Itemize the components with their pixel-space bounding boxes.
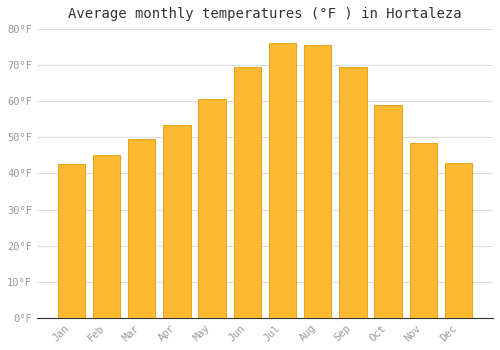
- Bar: [304, 45, 332, 318]
- Bar: [128, 139, 156, 318]
- Bar: [198, 99, 226, 318]
- Bar: [234, 67, 261, 318]
- Bar: [410, 143, 437, 318]
- Bar: [445, 163, 472, 318]
- Bar: [374, 105, 402, 318]
- Title: Average monthly temperatures (°F ) in Hortaleza: Average monthly temperatures (°F ) in Ho…: [68, 7, 462, 21]
- Bar: [269, 43, 296, 318]
- Bar: [58, 164, 85, 318]
- Bar: [163, 125, 190, 318]
- Bar: [339, 67, 366, 318]
- Bar: [93, 155, 120, 318]
